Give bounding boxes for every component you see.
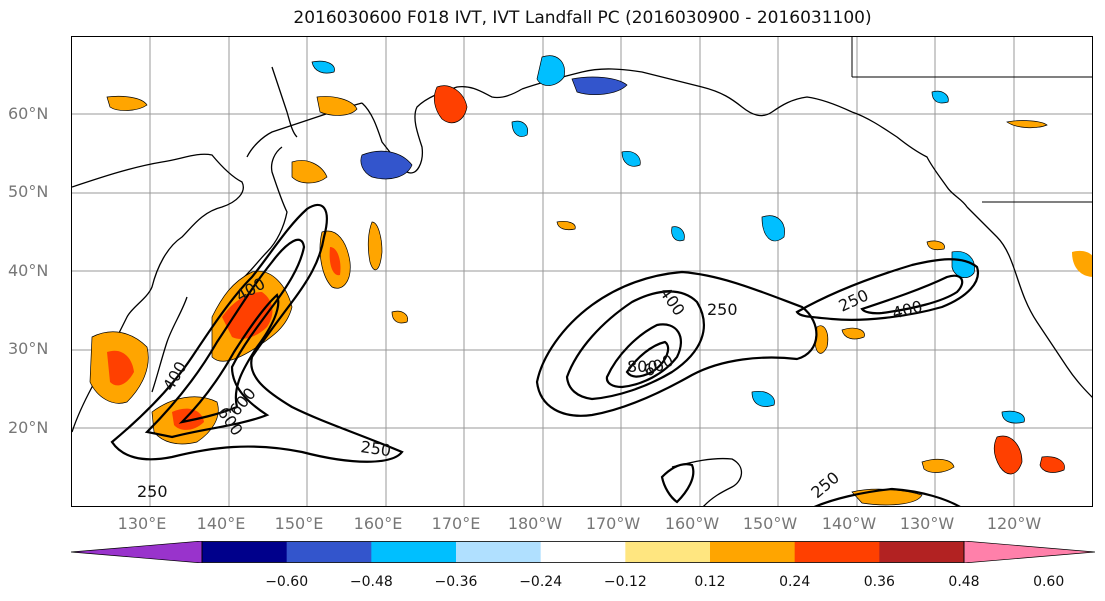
contour-label: 600 — [641, 350, 677, 380]
coastlines — [72, 37, 1092, 506]
sakhalin-coast — [271, 66, 298, 138]
colorbar-tick-label: 0.36 — [863, 574, 895, 590]
contour-600-central — [605, 323, 683, 389]
west-na-coast — [966, 206, 1092, 398]
canada-border — [851, 37, 1092, 78]
lon-label: 160°E — [353, 514, 403, 533]
lat-label-40n: 40°N — [8, 261, 49, 280]
contour-label: 400 — [890, 297, 924, 323]
contour-label: 250 — [707, 300, 738, 319]
colorbar-left-extend — [71, 541, 203, 563]
contour-250-south — [660, 463, 695, 504]
colorbar-tick-label: 0.48 — [948, 574, 980, 590]
ivt-contours — [110, 203, 980, 506]
colorbar-cell — [710, 541, 796, 563]
lat-label-30n: 30°N — [8, 339, 49, 358]
colorbar-cell — [879, 541, 965, 563]
map-panel: 400 400 250 600 600 250 250 400 250 800 … — [71, 36, 1093, 507]
contour-250-southeast — [813, 487, 961, 506]
colorbar-cell — [202, 541, 288, 563]
shading-positive — [89, 85, 1092, 506]
gulf-alaska-coast — [851, 111, 968, 208]
ivt-map: 400 400 250 600 600 250 250 400 250 800 … — [72, 37, 1092, 506]
colorbar-cell — [794, 541, 880, 563]
lon-label: 140°E — [196, 514, 246, 533]
lon-label: 130°E — [117, 514, 167, 533]
colorbar-cell — [286, 541, 372, 563]
contour-250-central — [535, 270, 818, 417]
colorbar-tick-label: −0.48 — [349, 574, 393, 590]
japan-coast — [231, 146, 288, 288]
contour-250-east — [795, 258, 980, 321]
contour-label: 800 — [627, 357, 658, 376]
colorbar-tick-label: 0.12 — [694, 574, 726, 590]
alaska-coast — [521, 68, 853, 117]
lon-label: 140°W — [821, 514, 877, 533]
colorbar-cell — [540, 541, 626, 563]
kamchatka-coast — [361, 86, 523, 174]
lat-label-50n: 50°N — [8, 182, 49, 201]
lon-label: 160°W — [664, 514, 720, 533]
lon-label: 180°W — [507, 514, 563, 533]
graticule — [72, 37, 1092, 506]
contour-250-west — [110, 203, 404, 463]
colorbar — [71, 541, 1095, 563]
contour-labels: 400 400 250 600 600 250 250 400 250 800 … — [137, 274, 925, 502]
hawaii-area-coast — [671, 457, 743, 506]
colorbar-cell — [625, 541, 711, 563]
contour-label: 250 — [807, 468, 843, 502]
lon-label: 130°W — [899, 514, 955, 533]
contour-label: 250 — [137, 482, 168, 501]
contour-label: 400 — [656, 283, 689, 319]
lon-label: 170°E — [431, 514, 481, 533]
contour-400-west — [144, 238, 306, 439]
contour-600-west — [178, 293, 280, 424]
colorbar-cell — [371, 541, 457, 563]
lat-label-20n: 20°N — [8, 418, 49, 437]
colorbar-tick-label: −0.24 — [519, 574, 563, 590]
lon-label: 150°W — [742, 514, 798, 533]
lon-label: 150°E — [274, 514, 324, 533]
colorbar-tick-label: 0.60 — [1033, 574, 1065, 590]
contour-400-central — [565, 290, 705, 401]
contour-label: 250 — [359, 437, 392, 460]
colorbar-right-extend — [963, 541, 1095, 563]
contour-800-central — [625, 340, 670, 378]
lon-label: 170°W — [585, 514, 641, 533]
korea-coast — [151, 296, 188, 393]
lat-label-60n: 60°N — [8, 104, 49, 123]
figure-title: 2016030600 F018 IVT, IVT Landfall PC (20… — [293, 8, 872, 28]
colorbar-tick-label: −0.12 — [603, 574, 647, 590]
colorbar-tick-label: −0.60 — [265, 574, 309, 590]
lon-label: 120°W — [986, 514, 1042, 533]
colorbar-cell — [456, 541, 542, 563]
colorbar-tick-label: −0.36 — [434, 574, 478, 590]
contour-400-east — [860, 274, 964, 315]
shading-negative — [311, 55, 1025, 424]
colorbar-tick-label: 0.24 — [779, 574, 811, 590]
